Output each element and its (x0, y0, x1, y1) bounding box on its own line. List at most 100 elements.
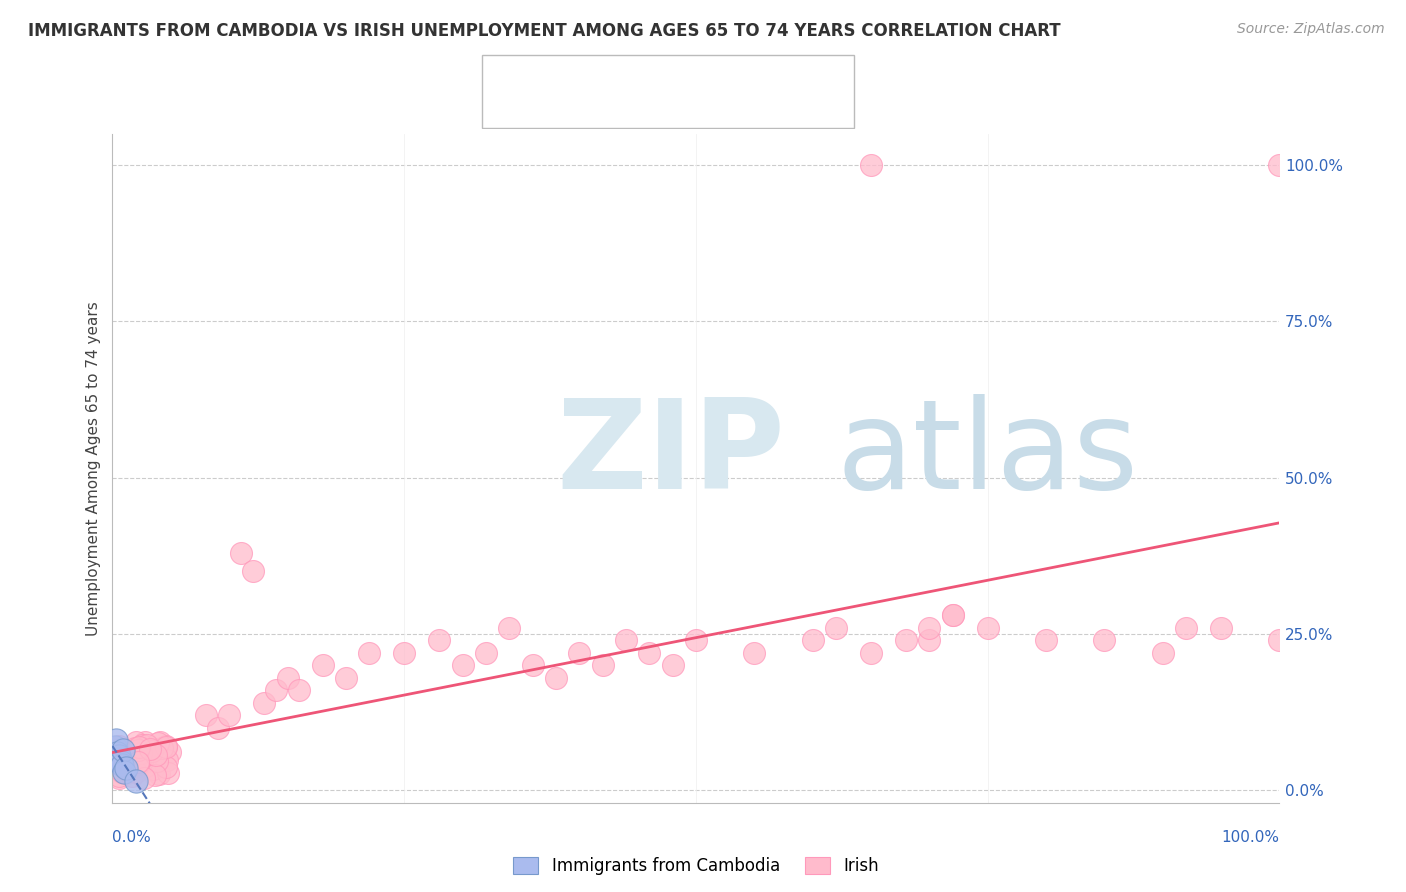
Point (134, 756, 156, 770)
Point (124, 741, 146, 756)
Y-axis label: Unemployment Among Ages 65 to 74 years: Unemployment Among Ages 65 to 74 years (86, 301, 101, 636)
Point (1268, 158, 1291, 172)
Point (143, 768, 166, 782)
Point (942, 608, 965, 623)
Text: 100.0%: 100.0% (1222, 830, 1279, 845)
Point (276, 671, 298, 685)
Point (132, 748, 155, 763)
Point (942, 608, 965, 623)
Text: atlas: atlas (837, 394, 1137, 516)
FancyBboxPatch shape (482, 55, 853, 128)
Text: 0.648: 0.648 (612, 101, 659, 116)
FancyBboxPatch shape (494, 62, 543, 88)
Point (120, 760, 142, 774)
Text: IMMIGRANTS FROM CAMBODIA VS IRISH UNEMPLOYMENT AMONG AGES 65 TO 74 YEARS CORRELA: IMMIGRANTS FROM CAMBODIA VS IRISH UNEMPL… (28, 22, 1060, 40)
Point (129, 759, 152, 773)
Point (311, 658, 333, 673)
Point (801, 633, 824, 648)
Point (138, 753, 160, 767)
Point (661, 658, 683, 673)
Point (108, 771, 131, 785)
Point (107, 739, 129, 753)
Point (638, 646, 661, 660)
Point (918, 633, 941, 648)
Point (131, 738, 153, 752)
Point (685, 633, 707, 648)
Text: R =: R = (558, 101, 591, 116)
Legend: Immigrants from Cambodia, Irish: Immigrants from Cambodia, Irish (506, 850, 886, 881)
Point (1209, 621, 1232, 635)
Point (142, 762, 165, 776)
Point (568, 646, 591, 660)
Point (132, 771, 155, 785)
Point (129, 746, 152, 760)
Point (288, 683, 311, 698)
Point (544, 671, 567, 685)
Point (155, 739, 177, 754)
Point (124, 765, 146, 780)
Point (111, 758, 134, 772)
Point (451, 658, 474, 673)
Text: N =: N = (713, 101, 747, 116)
Point (131, 754, 153, 768)
Text: 13: 13 (766, 67, 787, 82)
Point (614, 633, 637, 648)
Point (124, 740, 146, 755)
Point (125, 773, 148, 788)
Point (132, 745, 155, 759)
Point (112, 764, 135, 779)
Point (155, 740, 177, 755)
Point (118, 759, 141, 773)
Point (155, 759, 177, 773)
Point (117, 758, 139, 772)
Point (148, 767, 170, 781)
Point (218, 708, 240, 723)
Point (108, 748, 131, 763)
Point (110, 755, 132, 769)
Point (264, 683, 287, 698)
Point (104, 748, 127, 763)
Point (128, 744, 150, 758)
Point (498, 621, 520, 635)
Point (253, 696, 276, 710)
Point (1175, 621, 1198, 635)
Point (134, 735, 156, 749)
Text: -0.322: -0.322 (612, 67, 665, 82)
Point (105, 746, 128, 760)
Point (125, 735, 148, 749)
Point (115, 761, 138, 775)
Point (145, 748, 167, 763)
Point (139, 742, 162, 756)
Point (115, 765, 138, 780)
Text: R =: R = (558, 67, 591, 82)
Point (114, 755, 136, 769)
Point (742, 646, 765, 660)
Text: ZIP: ZIP (555, 394, 785, 516)
Point (104, 739, 127, 754)
Point (104, 733, 127, 747)
Point (127, 755, 149, 769)
Text: 0.0%: 0.0% (112, 830, 152, 845)
Point (859, 158, 883, 172)
Point (146, 735, 169, 749)
Point (111, 764, 134, 779)
Point (825, 621, 848, 635)
Point (150, 740, 173, 755)
Point (894, 633, 917, 648)
Point (141, 741, 163, 756)
Point (918, 621, 941, 635)
Text: 98: 98 (766, 101, 787, 116)
Point (107, 752, 129, 766)
Point (976, 621, 998, 635)
Point (135, 738, 157, 752)
Point (242, 565, 264, 579)
Point (129, 740, 152, 755)
Text: Source: ZipAtlas.com: Source: ZipAtlas.com (1237, 22, 1385, 37)
Point (207, 721, 229, 735)
Point (427, 633, 450, 648)
Point (1268, 633, 1291, 648)
Point (127, 743, 149, 757)
Point (143, 751, 166, 765)
Point (146, 754, 169, 768)
Point (124, 746, 146, 760)
